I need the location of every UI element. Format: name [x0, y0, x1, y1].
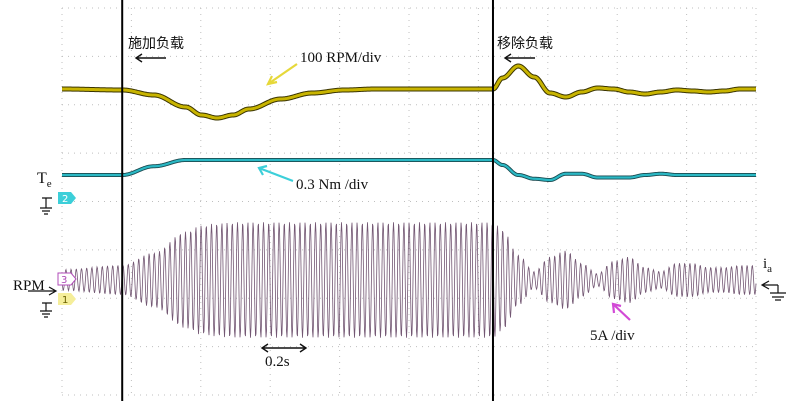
svg-text:3: 3: [61, 275, 67, 286]
svg-text:2: 2: [62, 194, 68, 205]
event-label-remove-load: 移除负载: [497, 36, 553, 52]
annotation-torque-scale: 0.3 Nm /div: [296, 177, 369, 193]
label-te: Te: [37, 170, 52, 190]
trace-speed: [61, 64, 757, 120]
annotation-time-scale: 0.2s: [265, 354, 290, 370]
arrow-current: [611, 302, 631, 321]
label-ia: ia: [763, 256, 772, 275]
trace-torque: [62, 158, 756, 182]
chart-traces: [60, 63, 758, 338]
ground-symbol-ia: [760, 280, 786, 301]
annotation-current-scale: 5A /div: [590, 328, 635, 344]
trace-current: [61, 222, 757, 338]
event-markers: [121, 0, 494, 401]
channel-marker-1: 1: [58, 293, 76, 306]
chart-grid: [61, 7, 757, 396]
channel-marker-3: 3: [57, 272, 77, 286]
time-scale-arrow: [260, 343, 308, 353]
event-arrow-remove: [503, 53, 535, 63]
channel-marker-2: 2: [58, 192, 76, 205]
event-label-apply-load: 施加负载: [128, 36, 184, 52]
event-arrow-apply: [134, 53, 166, 63]
label-rpm: RPM: [13, 278, 45, 294]
arrow-rpm: [265, 63, 298, 86]
annotation-rpm-scale: 100 RPM/div: [300, 50, 382, 66]
svg-text:1: 1: [62, 295, 68, 306]
arrow-torque: [257, 164, 294, 183]
ground-symbol-te: [40, 197, 52, 215]
ground-symbol-rpm: [28, 286, 58, 318]
